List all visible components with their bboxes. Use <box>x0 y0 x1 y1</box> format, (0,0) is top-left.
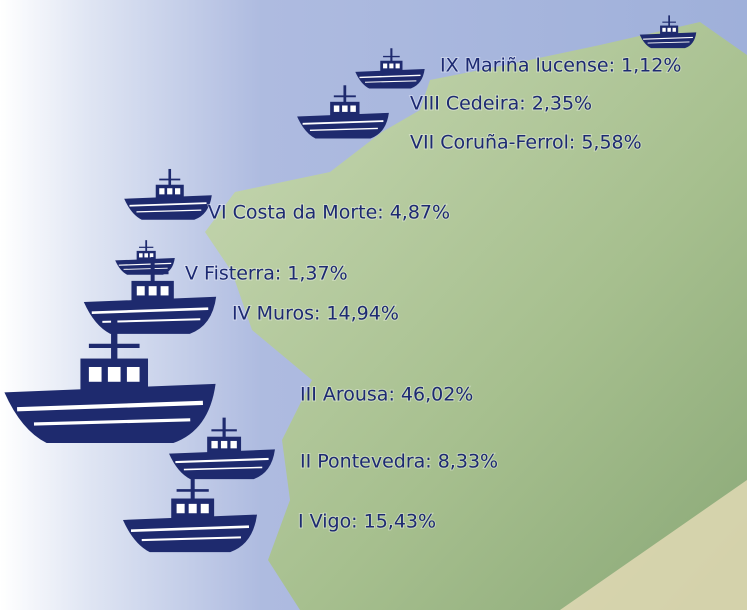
boat-window <box>672 27 676 32</box>
boat-window <box>126 366 140 382</box>
boat-hull <box>122 514 258 553</box>
boat-window <box>88 366 102 382</box>
region-label: IX Mariña lucense: 1,12% <box>440 55 681 77</box>
boat-stripe <box>309 127 378 131</box>
boats <box>4 15 697 553</box>
region-label: II Pontevedra: 8,33% <box>300 451 498 473</box>
boat-hull <box>4 383 216 444</box>
boat-window <box>136 286 145 296</box>
boat-stripe <box>365 80 417 83</box>
boat <box>355 48 425 89</box>
boat-stripe <box>359 74 421 79</box>
boat-window <box>200 503 209 514</box>
labels: IX Mariña lucense: 1,12% VIII Cedeira: 2,… <box>184 54 682 534</box>
boat-stripe <box>175 457 269 464</box>
boat-window <box>662 27 666 32</box>
boat-stripe <box>129 202 207 207</box>
boat-stripe <box>130 525 250 533</box>
boat-window <box>395 63 400 69</box>
region-label: III Arousa: 46,02% <box>300 384 473 406</box>
boat-window <box>342 105 348 112</box>
boat-window <box>148 286 157 296</box>
boat-stripe <box>647 41 690 44</box>
boat-stripe <box>17 400 203 412</box>
boat <box>297 85 389 139</box>
boat-stripe <box>102 318 201 323</box>
boat <box>169 417 275 480</box>
region-label: VIII Cedeira: 2,35% <box>410 93 592 115</box>
neighbour-land <box>560 480 747 610</box>
boat-stripe <box>136 209 202 213</box>
boat-stripe <box>643 36 693 40</box>
boat-window <box>175 188 181 195</box>
boat-window <box>333 105 340 112</box>
region-label: VII Coruña-Ferrol: 5,58% <box>410 132 642 154</box>
boat-window <box>176 503 185 514</box>
boat-stripe <box>302 120 384 125</box>
boat-window <box>220 440 228 449</box>
boat-window <box>667 27 671 32</box>
boat-window <box>167 188 173 195</box>
boat-hull <box>169 449 275 480</box>
boat-hull <box>124 195 212 220</box>
land <box>205 22 747 610</box>
boat-window <box>350 105 356 112</box>
boat-hull <box>355 69 425 89</box>
boat-window <box>188 503 197 514</box>
boat-hull <box>297 112 389 139</box>
boat <box>124 168 212 220</box>
boat <box>115 240 175 275</box>
boat-window <box>211 440 218 449</box>
boat-window <box>144 253 148 258</box>
boat-stripe <box>183 466 263 471</box>
boat-window <box>383 63 388 69</box>
boat-stripe <box>141 536 241 542</box>
boat-window <box>389 63 394 69</box>
boat-hull <box>83 296 217 334</box>
boat-hull <box>115 258 175 275</box>
boat <box>639 15 697 49</box>
boat-window <box>149 253 154 258</box>
boat-window <box>230 440 237 449</box>
boat-hull <box>639 32 697 49</box>
region-label: I Vigo: 15,43% <box>298 511 436 533</box>
boat <box>122 474 258 553</box>
region-label: IV Muros: 14,94% <box>232 303 399 325</box>
boat-stripe <box>123 267 168 270</box>
boat-stripe <box>33 418 191 426</box>
boat-window <box>139 253 143 258</box>
boat-window <box>107 366 121 382</box>
region-label: V Fisterra: 1,37% <box>185 263 348 285</box>
boat-window <box>160 286 169 296</box>
boat-stripe <box>118 262 172 266</box>
region-label: VI Costa da Morte: 4,87% <box>208 202 450 224</box>
boat-window <box>159 188 165 195</box>
boat <box>4 320 216 444</box>
boat-stripe <box>91 307 209 314</box>
